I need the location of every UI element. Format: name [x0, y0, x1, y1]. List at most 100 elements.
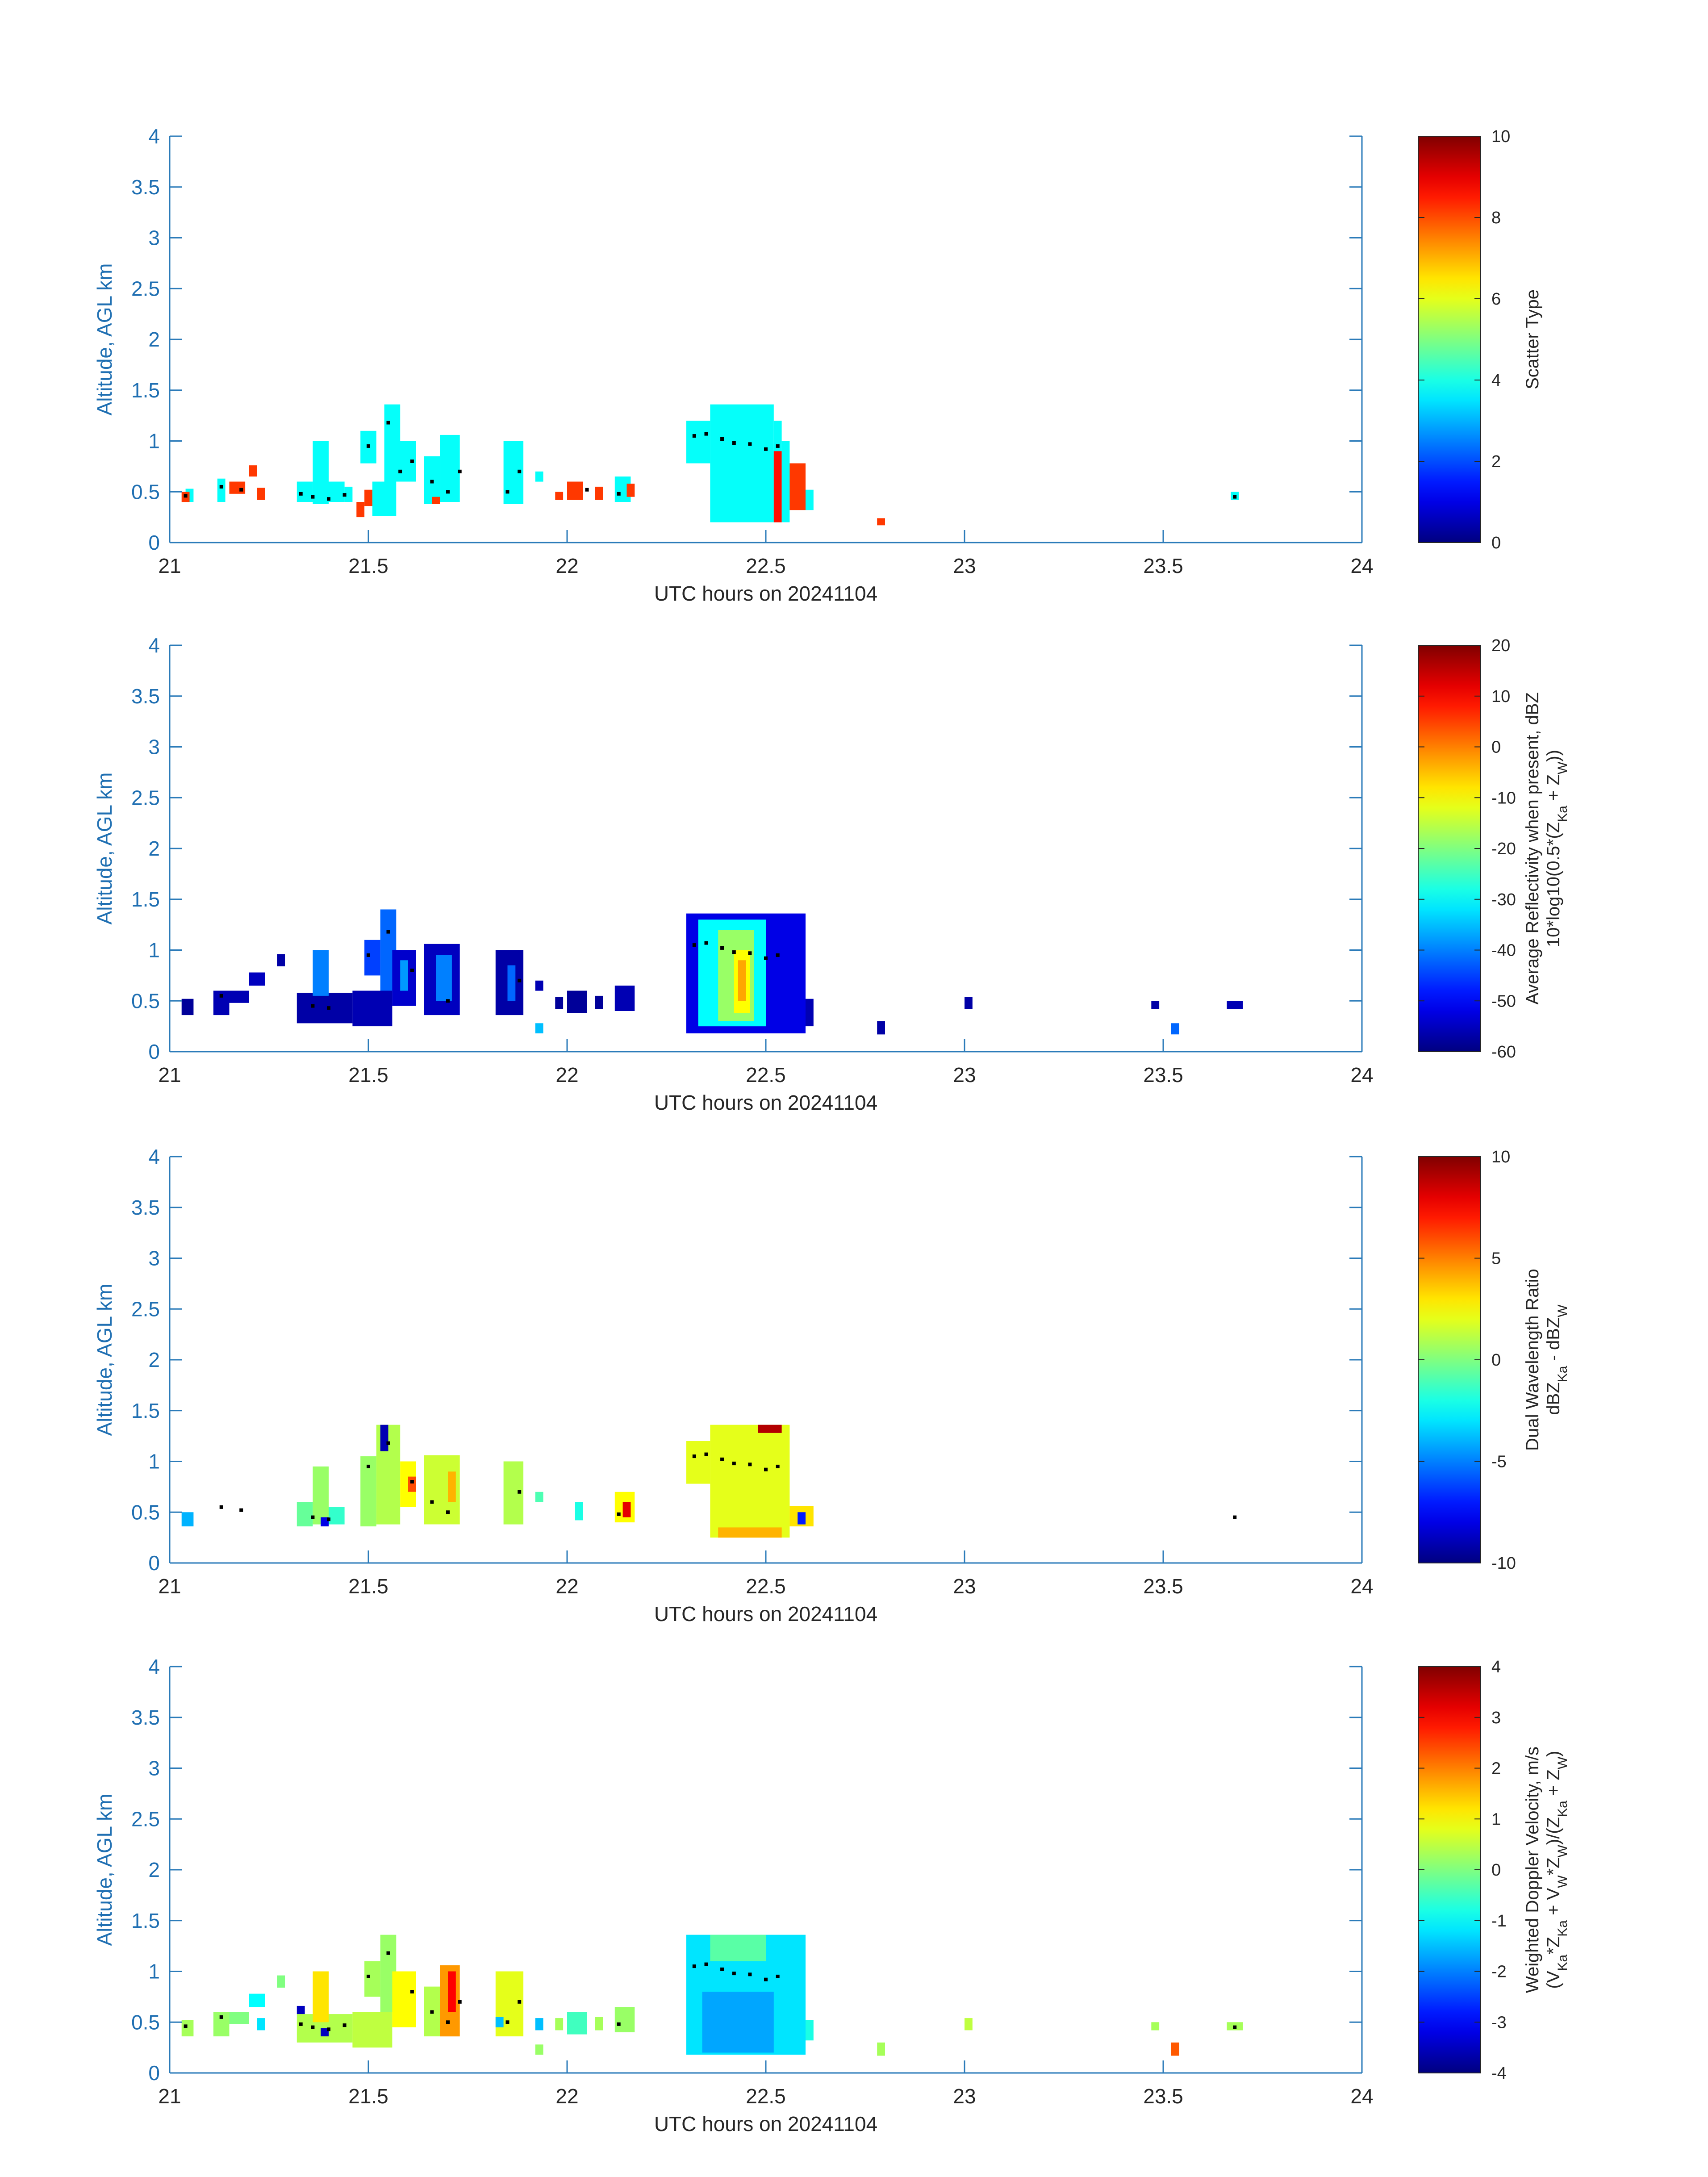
colorbar-tick-label: -10: [1491, 1554, 1516, 1573]
data-cell: [364, 940, 380, 976]
cloud-base-marker: [732, 1462, 736, 1466]
cloud-base-marker: [458, 469, 462, 473]
colorbar-gradient: [1418, 1667, 1481, 2073]
cloud-base-marker: [704, 1452, 708, 1456]
x-tick-label: 23: [953, 554, 976, 577]
x-tick-label: 23: [953, 1063, 976, 1086]
colorbar-label: dBZKa - dBZW: [1544, 1304, 1570, 1415]
y-tick-label: 1.5: [131, 888, 160, 911]
y-axis-label: Altitude, AGL km: [93, 263, 116, 416]
cloud-base-marker: [386, 1441, 390, 1445]
data-cell: [535, 1492, 543, 1502]
x-tick-label: 21.5: [348, 2085, 388, 2108]
data-cell: [313, 1971, 329, 2022]
data-cell: [408, 1476, 416, 1492]
y-axis-label: Altitude, AGL km: [93, 1284, 116, 1436]
y-tick-label: 4: [148, 125, 160, 148]
cloud-base-marker: [776, 444, 780, 448]
x-tick-label: 22.5: [746, 554, 786, 577]
data-cell: [614, 2007, 635, 2032]
data-cell: [257, 488, 265, 500]
cloud-base-marker: [732, 950, 736, 954]
cloud-base-marker: [311, 1515, 315, 1519]
cloud-base-marker: [732, 1972, 736, 1976]
colorbar-gradient: [1418, 136, 1481, 543]
cloud-base-marker: [386, 930, 390, 934]
cloud-base-marker: [518, 469, 522, 473]
colorbar-label: (VKa*ZKa + VW*ZW)/(ZKa + ZW): [1544, 1751, 1570, 1989]
cloud-base-marker: [430, 480, 434, 484]
y-axis-label: Altitude, AGL km: [93, 1794, 116, 1946]
data-cell: [806, 999, 814, 1027]
data-cell: [595, 486, 603, 500]
colorbar-tick-label: -1: [1491, 1912, 1507, 1930]
colorbar-label: Weighted Doppler Velocity, m/s: [1523, 1747, 1542, 1993]
data-cell: [249, 465, 257, 477]
cloud-base-marker: [1233, 1515, 1237, 1519]
data-cell: [555, 2018, 564, 2031]
data-cell: [356, 502, 365, 518]
colorbar-tick-label: -2: [1491, 1963, 1507, 1981]
cloud-base-marker: [430, 1500, 434, 1504]
x-tick-label: 24: [1350, 1575, 1373, 1598]
x-tick-label: 23: [953, 2085, 976, 2108]
y-tick-label: 3: [148, 1757, 160, 1780]
cloud-base-marker: [776, 953, 780, 957]
data-cell: [313, 950, 329, 996]
data-cell: [614, 986, 635, 1011]
cloud-base-marker: [410, 460, 414, 463]
y-tick-label: 0.5: [131, 480, 160, 503]
y-tick-label: 4: [148, 1655, 160, 1678]
data-cell: [352, 990, 393, 1027]
y-tick-label: 3.5: [131, 1196, 160, 1219]
x-tick-label: 22.5: [746, 2085, 786, 2108]
data-cell: [1171, 1023, 1179, 1035]
data-cell: [555, 997, 564, 1009]
x-tick-label: 23.5: [1143, 2085, 1183, 2108]
data-cell: [432, 497, 440, 504]
cloud-base-marker: [617, 2022, 621, 2026]
data-cell: [1151, 1001, 1160, 1009]
data-cell: [626, 484, 635, 497]
data-cell: [965, 2018, 973, 2031]
x-tick-label: 24: [1350, 1063, 1373, 1086]
cloud-base-marker: [692, 434, 696, 438]
cloud-base-marker: [430, 2010, 434, 2014]
cloud-base-marker: [219, 2015, 223, 2019]
cloud-base-marker: [410, 1480, 414, 1483]
colorbar-tick-label: 5: [1491, 1249, 1501, 1268]
colorbar-frame: [1418, 136, 1481, 543]
data-cell: [321, 1517, 329, 1527]
y-tick-label: 3.5: [131, 1706, 160, 1729]
cloud-base-marker: [764, 447, 768, 451]
y-tick-label: 2: [148, 1858, 160, 1881]
x-tick-label: 22: [555, 554, 578, 577]
colorbar-tick-label: 0: [1491, 1351, 1501, 1370]
y-tick-label: 1.5: [131, 1909, 160, 1932]
colorbar-tick-label: 6: [1491, 290, 1501, 309]
data-cells: [181, 404, 1239, 526]
y-tick-label: 0: [148, 531, 160, 554]
colorbar-tick-label: 8: [1491, 209, 1501, 227]
data-cell: [877, 1021, 885, 1035]
y-tick-label: 2.5: [131, 786, 160, 809]
colorbar-tick-label: 4: [1491, 371, 1501, 390]
y-tick-label: 0.5: [131, 989, 160, 1012]
x-axis-label: UTC hours on 20241104: [654, 582, 877, 605]
y-tick-label: 0.5: [131, 2010, 160, 2034]
data-cell: [567, 990, 587, 1013]
colorbar-tick-label: 1: [1491, 1810, 1501, 1829]
data-cell: [1151, 2022, 1160, 2031]
data-cell: [710, 1935, 766, 1961]
data-cell: [507, 965, 516, 1001]
cloud-base-marker: [410, 1990, 414, 1993]
y-tick-label: 4: [148, 1145, 160, 1168]
x-tick-label: 23.5: [1143, 554, 1183, 577]
colorbar: 0 2 4 6 8 10 Scatter Type: [1418, 127, 1542, 552]
colorbar-tick-label: 10: [1491, 1148, 1510, 1166]
colorbar-tick-label: -40: [1491, 941, 1516, 960]
data-cell: [758, 1425, 782, 1433]
cloud-base-marker: [219, 1505, 223, 1509]
data-cell: [313, 1466, 329, 1525]
cloud-base-marker: [386, 1951, 390, 1955]
